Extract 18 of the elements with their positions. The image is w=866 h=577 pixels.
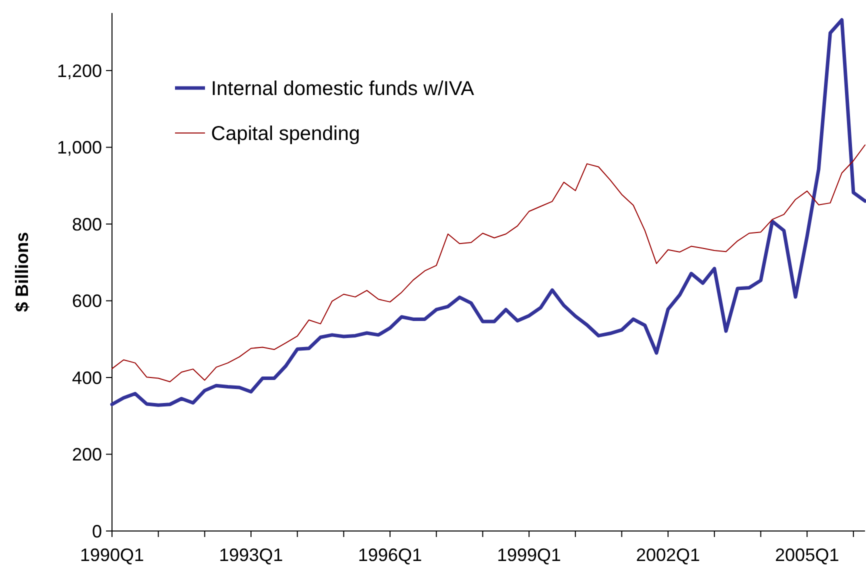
legend-label: Internal domestic funds w/IVA <box>211 78 475 100</box>
x-tick-label: 1996Q1 <box>358 545 422 565</box>
x-tick-label: 1999Q1 <box>497 545 562 565</box>
x-tick-label: 1990Q1 <box>80 545 144 565</box>
y-tick-label: 400 <box>72 368 102 388</box>
x-tick-label: 1993Q1 <box>218 545 284 565</box>
y-tick-label: 200 <box>72 444 102 465</box>
x-tick-label: 2005Q1 <box>775 545 840 565</box>
y-tick-label: 600 <box>72 291 102 312</box>
line-series <box>110 18 866 407</box>
y-tick-label: 0 <box>92 521 102 542</box>
y-tick-label: 800 <box>72 214 102 234</box>
legend-label: Capital spending <box>211 123 360 145</box>
y-axis-title: $ Billions <box>12 232 32 312</box>
x-tick-label: 2002Q1 <box>636 545 700 565</box>
y-tick-label: 1,000 <box>56 138 102 158</box>
y-tick-label: 1,200 <box>56 60 102 81</box>
line-series <box>112 144 866 382</box>
